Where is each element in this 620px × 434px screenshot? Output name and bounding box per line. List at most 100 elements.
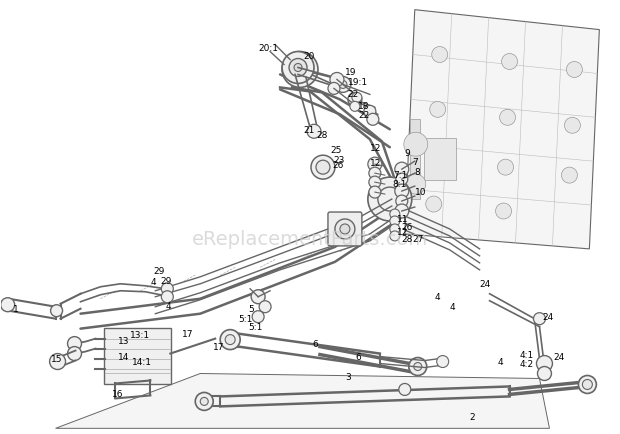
Circle shape xyxy=(368,158,382,172)
Circle shape xyxy=(409,358,427,375)
Circle shape xyxy=(500,110,516,126)
Circle shape xyxy=(195,392,213,411)
Circle shape xyxy=(396,196,408,207)
Circle shape xyxy=(395,204,409,218)
Text: 24: 24 xyxy=(480,279,491,289)
Circle shape xyxy=(582,380,592,390)
Circle shape xyxy=(364,106,376,118)
Circle shape xyxy=(225,335,235,345)
Text: 28: 28 xyxy=(402,235,413,244)
Circle shape xyxy=(430,102,446,118)
Circle shape xyxy=(578,375,596,394)
Text: 29: 29 xyxy=(161,276,172,286)
Circle shape xyxy=(348,93,362,107)
Circle shape xyxy=(533,313,546,325)
Circle shape xyxy=(307,125,321,139)
Text: 13:1: 13:1 xyxy=(130,330,151,339)
Text: 4:1: 4:1 xyxy=(520,350,534,359)
Circle shape xyxy=(161,283,174,295)
Circle shape xyxy=(369,168,381,180)
Circle shape xyxy=(50,354,66,370)
Circle shape xyxy=(335,220,355,240)
FancyBboxPatch shape xyxy=(423,139,456,181)
Text: 4: 4 xyxy=(498,357,503,366)
Text: 24: 24 xyxy=(542,312,554,322)
Circle shape xyxy=(367,114,379,126)
Text: 25: 25 xyxy=(330,145,342,155)
Circle shape xyxy=(395,185,409,199)
Circle shape xyxy=(311,156,335,180)
Circle shape xyxy=(369,177,381,189)
Circle shape xyxy=(68,347,81,361)
Text: 20: 20 xyxy=(303,52,314,61)
Circle shape xyxy=(294,64,302,72)
Text: 6: 6 xyxy=(355,352,361,361)
Circle shape xyxy=(340,224,350,234)
Circle shape xyxy=(295,66,305,75)
Text: 21: 21 xyxy=(303,125,314,135)
Circle shape xyxy=(282,53,314,84)
Text: 7: 7 xyxy=(412,157,417,166)
Text: 23: 23 xyxy=(333,155,344,164)
Circle shape xyxy=(396,174,408,186)
Text: 11: 11 xyxy=(397,215,409,224)
Text: 26: 26 xyxy=(402,223,413,232)
Text: 28: 28 xyxy=(316,131,327,139)
Circle shape xyxy=(390,231,400,241)
Circle shape xyxy=(426,197,441,213)
Circle shape xyxy=(564,118,580,134)
FancyBboxPatch shape xyxy=(104,328,171,385)
Text: 10: 10 xyxy=(415,187,427,196)
Circle shape xyxy=(436,356,449,368)
Circle shape xyxy=(339,81,347,89)
Text: 19:1: 19:1 xyxy=(348,78,368,87)
Text: 9: 9 xyxy=(405,148,410,158)
Circle shape xyxy=(567,62,582,78)
Text: 22: 22 xyxy=(347,90,358,99)
Circle shape xyxy=(68,337,81,351)
Text: 2: 2 xyxy=(469,412,476,421)
Circle shape xyxy=(404,133,428,157)
Circle shape xyxy=(161,291,174,303)
Text: 1: 1 xyxy=(12,305,19,313)
Circle shape xyxy=(328,83,340,95)
Circle shape xyxy=(350,102,360,112)
Text: 12: 12 xyxy=(370,158,381,167)
Text: 14:1: 14:1 xyxy=(133,357,153,366)
Text: 5: 5 xyxy=(248,305,254,313)
Circle shape xyxy=(428,152,444,168)
Text: 4: 4 xyxy=(450,302,455,312)
Text: 27: 27 xyxy=(413,235,424,244)
Circle shape xyxy=(536,356,552,372)
Text: 4: 4 xyxy=(435,293,440,302)
Text: 3: 3 xyxy=(345,372,351,381)
Text: 17: 17 xyxy=(213,342,224,351)
Circle shape xyxy=(414,363,422,371)
Circle shape xyxy=(405,175,426,194)
Circle shape xyxy=(502,54,518,70)
Circle shape xyxy=(498,160,513,176)
FancyBboxPatch shape xyxy=(328,213,362,247)
Text: 15: 15 xyxy=(51,354,62,363)
Text: 8:1: 8:1 xyxy=(393,179,407,188)
Text: 6: 6 xyxy=(312,339,317,349)
Text: 12: 12 xyxy=(370,143,381,152)
Text: 8: 8 xyxy=(415,167,420,176)
Circle shape xyxy=(432,47,448,63)
Circle shape xyxy=(378,187,402,211)
Polygon shape xyxy=(405,11,600,249)
Text: 5:1: 5:1 xyxy=(238,315,252,323)
Text: 19: 19 xyxy=(345,68,356,77)
Circle shape xyxy=(51,305,63,317)
Text: 20:1: 20:1 xyxy=(258,44,278,53)
Text: 22: 22 xyxy=(358,111,369,119)
Circle shape xyxy=(200,398,208,405)
Text: eReplacementParts.com: eReplacementParts.com xyxy=(192,230,428,249)
Text: 13: 13 xyxy=(118,336,130,345)
Text: 4:2: 4:2 xyxy=(520,359,534,368)
Text: 5:1: 5:1 xyxy=(248,322,262,332)
Text: 4: 4 xyxy=(151,278,156,286)
Circle shape xyxy=(252,311,264,323)
Circle shape xyxy=(290,60,310,80)
Circle shape xyxy=(369,187,381,199)
